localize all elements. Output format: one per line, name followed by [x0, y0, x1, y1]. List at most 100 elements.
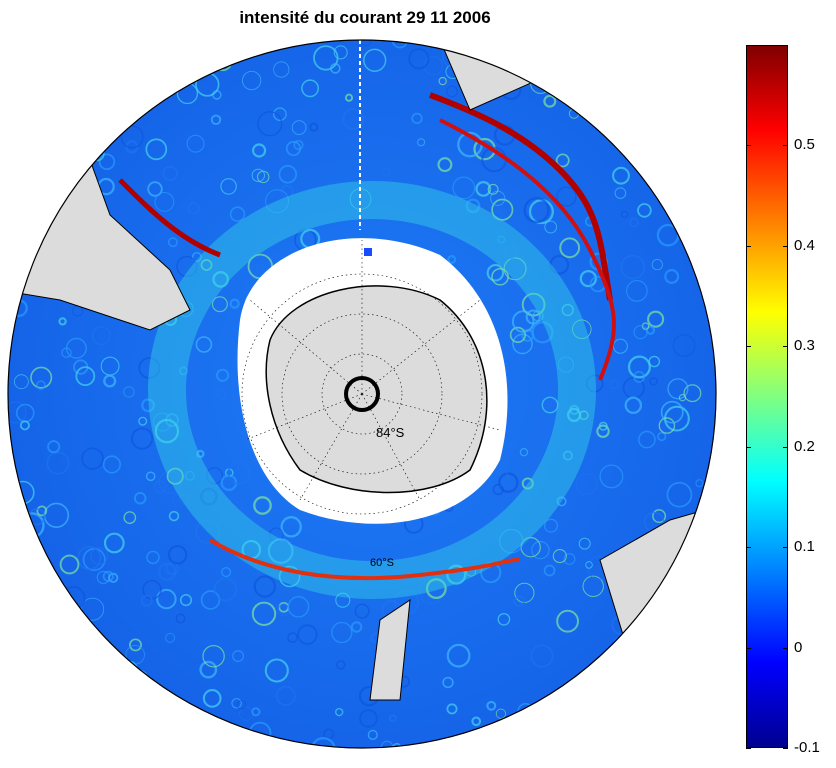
- eddy: [531, 540, 550, 560]
- eddy: [465, 198, 481, 214]
- eddy: [577, 2, 597, 22]
- eddy: [140, 594, 153, 607]
- eddy: [599, 464, 624, 489]
- eddy: [481, 3, 487, 9]
- eddy: [247, 6, 270, 29]
- eddy: [8, 92, 18, 107]
- eddy: [13, 200, 31, 217]
- eddy: [447, 254, 457, 265]
- colorbar-tick-mark: [783, 346, 788, 348]
- eddy: [165, 632, 176, 643]
- eddy: [236, 700, 247, 710]
- eddy: [158, 562, 177, 582]
- eddy: [491, 267, 509, 286]
- eddy: [57, 101, 72, 117]
- eddy: [563, 553, 576, 565]
- eddy: [335, 707, 344, 717]
- eddy: [77, 122, 99, 145]
- eddy: [736, 8, 740, 14]
- eddy: [612, 338, 629, 354]
- acc-front-south: [208, 538, 521, 581]
- eddy: [521, 477, 534, 490]
- eddy: [8, 401, 27, 424]
- eddy: [509, 326, 527, 344]
- eddy: [28, 577, 41, 591]
- eddy: [671, 726, 692, 747]
- eddy: [649, 377, 658, 386]
- eddy: [531, 321, 554, 344]
- eddy: [20, 86, 41, 106]
- eddy: [651, 258, 663, 271]
- eddy: [17, 136, 41, 160]
- eddy: [200, 590, 221, 610]
- eddy: [205, 719, 227, 741]
- eddy: [543, 94, 557, 108]
- eddy: [273, 107, 287, 121]
- eddy: [342, 108, 365, 130]
- eddy: [675, 123, 687, 135]
- eddy: [331, 621, 353, 644]
- eddy: [511, 310, 535, 333]
- eddy: [203, 0, 217, 7]
- eddy: [251, 707, 261, 717]
- eddy: [156, 84, 170, 98]
- eddy: [446, 643, 471, 668]
- eddy: [597, 78, 611, 92]
- eddy: [556, 186, 577, 207]
- eddy: [102, 455, 121, 474]
- eddy: [220, 178, 237, 195]
- colorbar-tick-mark: [746, 748, 751, 749]
- eddy: [212, 271, 230, 288]
- eddy: [708, 0, 722, 13]
- eddy: [504, 245, 518, 260]
- eddy: [123, 386, 135, 398]
- eddy: [543, 518, 559, 533]
- eddy: [358, 15, 374, 31]
- eddy: [241, 70, 262, 91]
- eddy: [265, 189, 290, 214]
- eddy: [374, 756, 380, 762]
- eddy: [229, 298, 240, 309]
- eddy: [486, 700, 497, 711]
- eddy: [195, 518, 221, 544]
- eddy: [637, 203, 652, 218]
- latitude-label-84s: 84°S: [376, 425, 405, 440]
- eddy: [47, 165, 58, 176]
- eddy: [16, 15, 40, 39]
- eddy: [491, 210, 503, 221]
- eddy: [701, 179, 716, 204]
- eddy: [111, 108, 125, 122]
- eddy: [30, 366, 53, 389]
- eddy: [388, 714, 397, 723]
- eddy: [719, 311, 740, 332]
- colorbar-tick-mark: [746, 446, 751, 448]
- eddy: [615, 58, 624, 67]
- eddy: [515, 729, 534, 748]
- eddy: [297, 624, 318, 645]
- eddy: [103, 374, 117, 388]
- eddy: [638, 430, 656, 449]
- eddy: [54, 83, 76, 105]
- pole-marker: [344, 376, 380, 412]
- eddy: [254, 749, 274, 768]
- eddy: [381, 167, 391, 177]
- eddy: [690, 221, 715, 246]
- eddy: [543, 564, 556, 577]
- eddy: [216, 390, 227, 401]
- eddy: [714, 420, 716, 434]
- eddy: [561, 303, 574, 317]
- eddy: [309, 122, 319, 132]
- eddy: [437, 157, 453, 173]
- eddy: [324, 7, 331, 14]
- eddy: [196, 449, 205, 459]
- eddy: [691, 61, 705, 76]
- eddy: [627, 355, 651, 379]
- colorbar: [746, 45, 788, 748]
- eddy: [63, 721, 76, 734]
- eddy: [631, 717, 644, 729]
- eddy: [683, 384, 702, 403]
- eddy: [723, 534, 740, 552]
- eddy: [33, 188, 51, 206]
- eddy: [549, 254, 570, 275]
- eddy: [519, 448, 529, 457]
